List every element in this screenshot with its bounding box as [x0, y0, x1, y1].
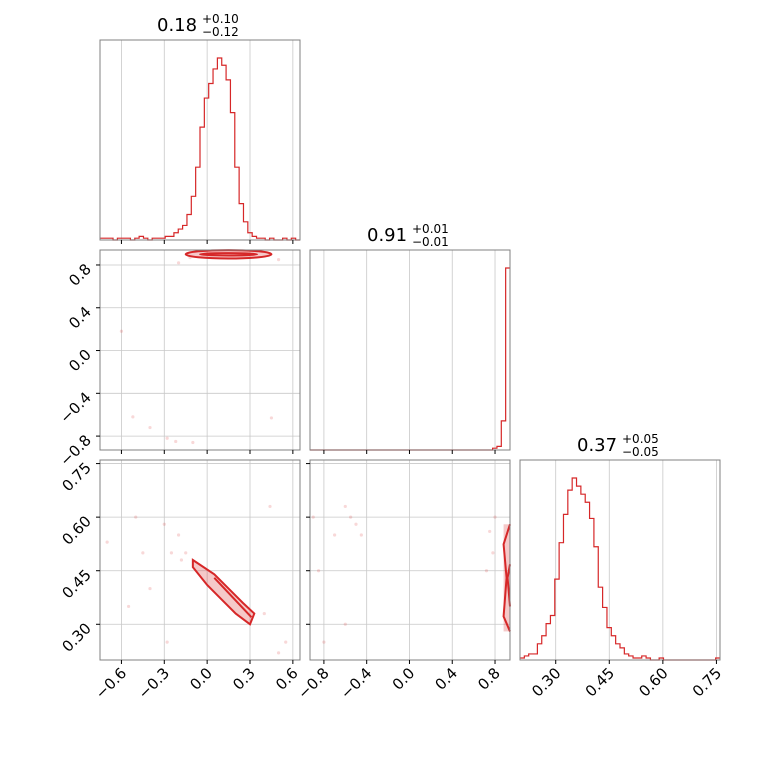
- sample-point-5: [322, 640, 326, 644]
- y-tick-label-2-1: 0.45: [58, 566, 94, 602]
- histogram-param-1: [309, 249, 511, 454]
- scatter-param-0-vs-2: −0.6 −0.3 0.0 0.3 0.60.300.450.600.75: [58, 459, 301, 703]
- histogram-line-0: [100, 57, 300, 241]
- contour-inner: [199, 252, 259, 257]
- sample-point-4: [165, 640, 169, 644]
- y-tick-label-1-3: 0.4: [65, 303, 95, 333]
- sample-point-3: [165, 436, 169, 440]
- title-param-0: 0.18 +0.10 −0.12: [157, 12, 239, 39]
- sample-point-2: [332, 533, 337, 537]
- title-param-0-median: 0.18: [157, 15, 197, 36]
- sample-point-8: [276, 258, 281, 262]
- title-param-1: 0.91 +0.01 −0.01: [367, 222, 449, 249]
- histogram-line-2: [520, 477, 720, 661]
- sample-point-12: [484, 569, 489, 573]
- y-tick-label-2-2: 0.60: [58, 512, 94, 548]
- sample-point-1: [131, 415, 135, 419]
- sample-point-1: [134, 515, 138, 519]
- x-tick-label-0-2: 0.0: [186, 664, 216, 694]
- sample-point-9: [488, 529, 492, 534]
- sample-point-12: [268, 504, 272, 509]
- sample-point-10: [276, 651, 281, 655]
- title-param-1-minus: −0.01: [412, 235, 449, 249]
- contour-inner: [506, 564, 511, 607]
- sample-point-4: [349, 515, 353, 519]
- x-tick-label-2-0: 0.30: [528, 664, 564, 700]
- title-param-2-minus: −0.05: [622, 445, 659, 459]
- y-tick-label-2-0: 0.30: [58, 619, 94, 655]
- x-tick-label-0-1: −0.3: [135, 664, 173, 702]
- sample-point-3: [343, 504, 347, 509]
- sample-point-4: [174, 439, 178, 444]
- title-param-2-median: 0.37: [577, 435, 617, 456]
- sample-point-6: [148, 586, 152, 591]
- x-tick-label-0-3: 0.3: [229, 664, 259, 694]
- sample-point-2: [148, 425, 152, 430]
- scatter-param-0-vs-1: −0.8−0.40.00.40.8: [56, 249, 301, 470]
- sample-point-5: [169, 551, 174, 555]
- title-param-1-median: 0.91: [367, 225, 407, 246]
- x-tick-label-1-2: 0.0: [389, 664, 419, 694]
- density-region: [192, 560, 255, 625]
- x-tick-label-2-3: 0.75: [689, 664, 725, 700]
- x-tick-label-1-3: 0.4: [431, 664, 461, 694]
- contour-outer: [191, 558, 256, 626]
- sample-point-7: [176, 533, 181, 537]
- contour-inner: [213, 577, 253, 618]
- density-region: [185, 250, 272, 259]
- y-tick-label-1-1: −0.4: [56, 388, 94, 426]
- title-param-0-minus: −0.12: [202, 25, 239, 39]
- x-tick-label-2-1: 0.45: [582, 664, 618, 700]
- sample-point-8: [179, 558, 184, 562]
- sample-point-13: [126, 604, 131, 609]
- sample-point-2: [141, 551, 145, 555]
- x-tick-label-0-0: −0.6: [92, 664, 130, 702]
- sample-point-0: [316, 569, 321, 573]
- x-tick-label-1-1: −0.4: [337, 664, 375, 702]
- sample-point-0: [105, 540, 109, 544]
- sample-point-14: [184, 551, 188, 555]
- histogram-line-1: [310, 267, 510, 451]
- y-tick-label-1-2: 0.0: [65, 346, 95, 376]
- title-param-2: 0.37 +0.05 −0.05: [577, 432, 659, 459]
- x-tick-label-1-4: 0.8: [474, 664, 504, 694]
- sample-point-7: [359, 533, 363, 537]
- x-tick-label-2-2: 0.60: [635, 664, 671, 700]
- title-param-2-plus: +0.05: [622, 432, 659, 446]
- title-param-0-plus: +0.10: [202, 12, 239, 26]
- sample-point-0: [119, 329, 124, 333]
- x-tick-label-1-0: −0.8: [294, 664, 332, 702]
- sample-point-10: [491, 551, 495, 555]
- sample-point-1: [311, 515, 315, 519]
- sample-point-11: [262, 611, 266, 616]
- title-param-1-plus: +0.01: [412, 222, 449, 236]
- sample-point-11: [493, 515, 497, 519]
- sample-point-6: [354, 522, 358, 526]
- sample-point-7: [176, 261, 181, 265]
- histogram-param-0: [99, 39, 301, 244]
- sample-point-3: [162, 522, 166, 526]
- sample-point-6: [269, 416, 274, 420]
- sample-point-9: [284, 640, 288, 644]
- sample-point-8: [343, 622, 347, 626]
- sample-point-5: [191, 440, 195, 445]
- y-tick-label-1-4: 0.8: [65, 260, 95, 290]
- histogram-param-2: 0.30 0.45 0.60 0.75: [519, 459, 725, 700]
- scatter-param-1-vs-2: −0.8 −0.4 0.0 0.4 0.8: [294, 459, 511, 703]
